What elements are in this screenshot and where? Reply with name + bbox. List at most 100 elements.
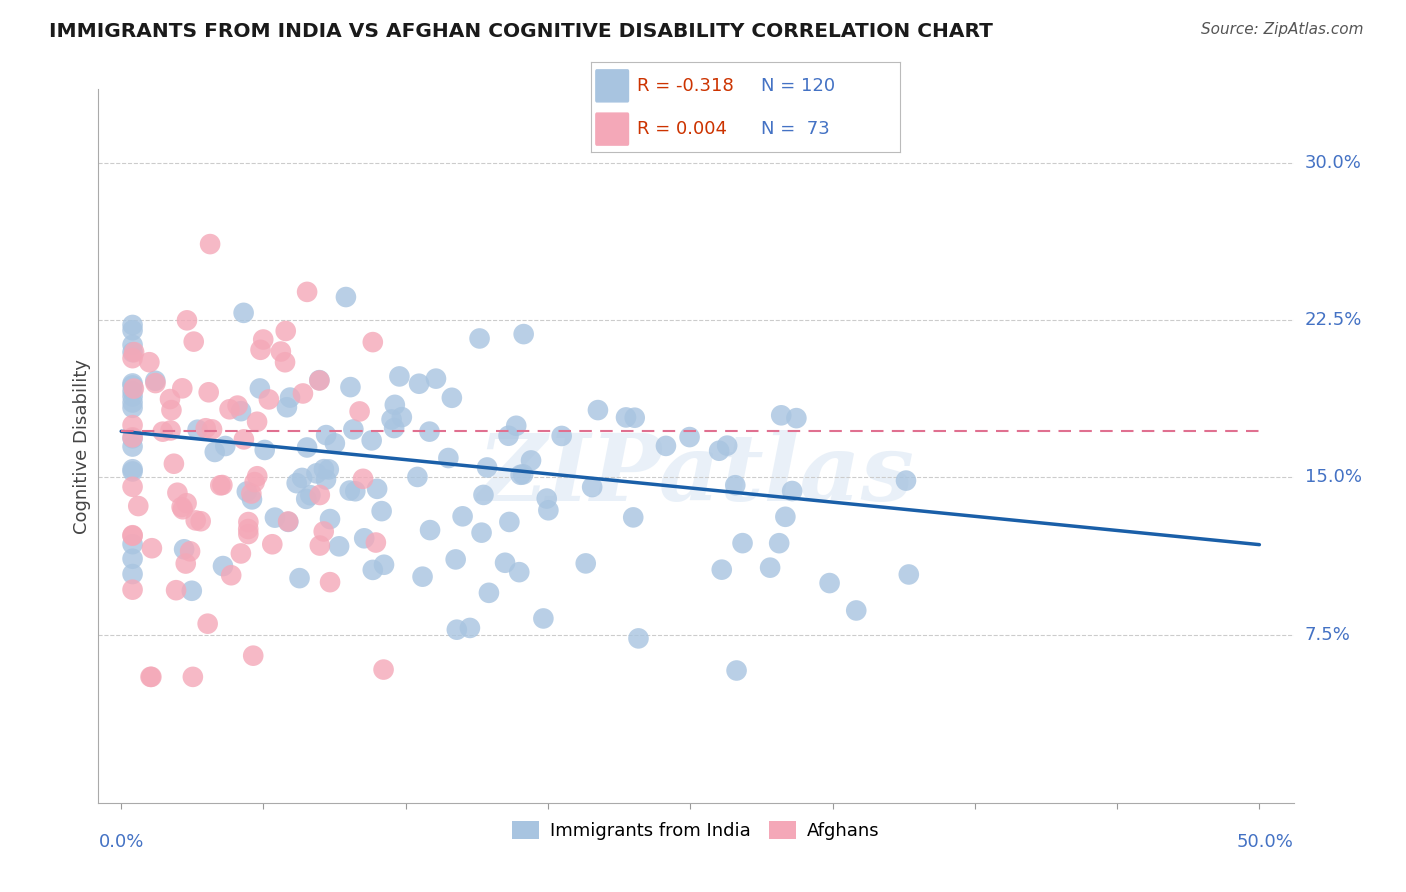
FancyBboxPatch shape	[595, 112, 630, 145]
Text: 22.5%: 22.5%	[1305, 311, 1362, 329]
Point	[342, 422, 364, 436]
Point	[384, 398, 406, 412]
Point	[277, 515, 299, 529]
Point	[550, 429, 572, 443]
Point	[179, 544, 201, 558]
Point	[264, 510, 287, 524]
Point	[380, 412, 402, 426]
Point	[818, 576, 841, 591]
Point	[159, 392, 181, 406]
Point	[897, 567, 920, 582]
Point	[176, 313, 198, 327]
Point	[366, 482, 388, 496]
Point	[172, 381, 194, 395]
Point	[581, 480, 603, 494]
Point	[531, 611, 554, 625]
Point	[498, 515, 520, 529]
Point	[121, 430, 143, 444]
Point	[373, 663, 395, 677]
Point	[508, 565, 530, 579]
Point	[335, 290, 357, 304]
Point	[388, 369, 411, 384]
Point	[418, 425, 440, 439]
Point	[440, 391, 463, 405]
Point	[780, 483, 803, 498]
Point	[471, 525, 494, 540]
Point	[536, 491, 558, 506]
Text: 7.5%: 7.5%	[1305, 626, 1351, 644]
Point	[512, 467, 534, 482]
Text: Source: ZipAtlas.com: Source: ZipAtlas.com	[1201, 22, 1364, 37]
Point	[537, 503, 560, 517]
Point	[382, 421, 405, 435]
Point	[276, 401, 298, 415]
Point	[201, 422, 224, 436]
Point	[238, 515, 260, 529]
Point	[621, 510, 644, 524]
Point	[172, 502, 194, 516]
Point	[655, 439, 678, 453]
Point	[232, 433, 254, 447]
Point	[520, 453, 543, 467]
Point	[139, 670, 162, 684]
Point	[305, 467, 328, 481]
Point	[122, 345, 145, 359]
Point	[209, 478, 232, 492]
Point	[315, 428, 337, 442]
Text: 50.0%: 50.0%	[1237, 833, 1294, 851]
Point	[349, 404, 371, 418]
Point	[285, 476, 308, 491]
Point	[121, 351, 143, 366]
Point	[308, 373, 330, 387]
Point	[318, 462, 340, 476]
Point	[724, 478, 747, 492]
Point	[274, 324, 297, 338]
Point	[204, 445, 226, 459]
Point	[312, 524, 335, 539]
Point	[121, 528, 143, 542]
Legend: Immigrants from India, Afghans: Immigrants from India, Afghans	[505, 814, 887, 847]
Point	[183, 334, 205, 349]
Point	[308, 488, 330, 502]
Text: ZIPatlas: ZIPatlas	[478, 430, 914, 519]
Point	[197, 385, 219, 400]
Point	[458, 621, 481, 635]
Point	[678, 430, 700, 444]
Point	[627, 632, 650, 646]
Point	[174, 557, 197, 571]
Point	[291, 386, 314, 401]
Point	[243, 475, 266, 489]
Point	[238, 522, 260, 536]
Point	[295, 441, 318, 455]
Point	[121, 418, 143, 433]
Y-axis label: Cognitive Disability: Cognitive Disability	[73, 359, 91, 533]
Point	[180, 583, 202, 598]
Point	[246, 469, 269, 483]
Point	[194, 421, 217, 435]
Point	[775, 509, 797, 524]
Point	[121, 390, 143, 404]
Point	[412, 569, 434, 583]
Point	[716, 439, 738, 453]
Point	[498, 429, 520, 443]
Point	[509, 467, 531, 482]
Text: N =  73: N = 73	[761, 120, 830, 138]
Point	[214, 439, 236, 453]
Point	[152, 425, 174, 439]
Point	[361, 563, 384, 577]
Point	[240, 486, 263, 500]
Point	[444, 552, 467, 566]
Point	[364, 535, 387, 549]
Point	[319, 512, 342, 526]
Point	[370, 504, 392, 518]
Point	[494, 556, 516, 570]
Point	[166, 485, 188, 500]
Point	[163, 457, 186, 471]
Point	[894, 474, 917, 488]
Point	[181, 670, 204, 684]
Point	[121, 378, 143, 392]
Point	[121, 431, 143, 445]
Point	[731, 536, 754, 550]
Point	[770, 409, 793, 423]
Point	[121, 395, 143, 409]
